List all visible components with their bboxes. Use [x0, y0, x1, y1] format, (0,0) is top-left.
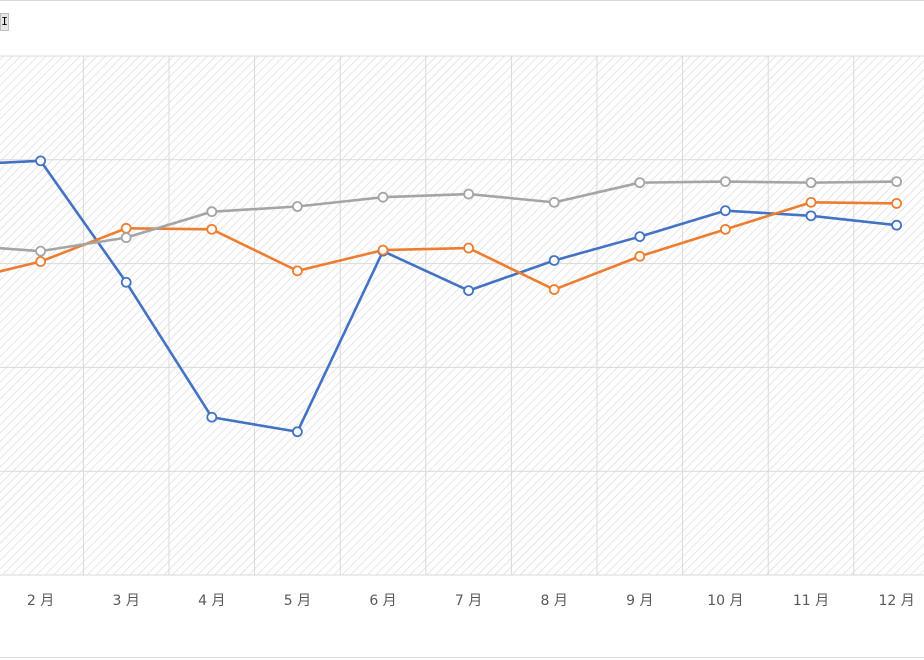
- series-1-point: [291, 426, 303, 438]
- series-points: [35, 155, 902, 438]
- series-3-point: [377, 191, 389, 203]
- x-tick-label: 5 月: [284, 593, 311, 609]
- plot-area: [0, 56, 924, 575]
- series-2-point: [120, 222, 132, 234]
- series-2-point: [805, 196, 817, 208]
- x-tick-label: 6 月: [369, 593, 396, 609]
- series-2-point: [35, 256, 46, 267]
- series-3-point: [206, 206, 218, 218]
- x-tick-label: 8 月: [541, 593, 568, 609]
- series-3-point: [548, 196, 560, 208]
- x-tick-label: 7 月: [455, 593, 482, 609]
- series-1-point: [206, 411, 218, 423]
- series-1-point: [891, 219, 902, 231]
- text-cursor-indicator: I: [0, 13, 9, 31]
- series-3-point: [35, 245, 46, 257]
- series-3-point: [634, 177, 646, 189]
- series-1-point: [120, 276, 132, 288]
- series-1-point: [634, 231, 646, 243]
- series-2-point: [720, 223, 731, 235]
- series-3-point: [463, 188, 475, 200]
- series-3-point: [291, 201, 303, 212]
- x-tick-label: 12 月: [878, 593, 914, 609]
- vertical-gridlines: [82, 56, 855, 575]
- x-tick-label: 2 月: [27, 593, 54, 609]
- series-3-point: [120, 232, 132, 244]
- x-tick-label: 10 月: [707, 593, 743, 609]
- series-1-point: [720, 205, 731, 217]
- series-lines: [0, 159, 897, 434]
- series-2-point: [548, 284, 560, 295]
- series-1-point: [805, 210, 817, 222]
- horizontal-gridlines: [0, 55, 924, 576]
- series-2-line: [0, 201, 897, 291]
- x-tick-label: 11 月: [793, 593, 829, 609]
- series-1-point: [35, 155, 46, 167]
- series-3-point: [805, 177, 817, 189]
- series-2-point: [891, 197, 902, 209]
- series-2-point: [291, 265, 303, 277]
- frame-bottom-border: [0, 657, 924, 658]
- series-3-line: [0, 180, 897, 253]
- x-axis-tick-labels: 1 月2 月3 月4 月5 月6 月7 月8 月9 月10 月11 月12 月: [27, 593, 915, 609]
- series-1-point: [463, 285, 475, 296]
- series-1-point: [548, 255, 560, 266]
- series-1-line: [0, 159, 897, 434]
- series-2-point: [634, 250, 646, 262]
- series-2-point: [463, 242, 475, 254]
- series-3-point: [720, 176, 731, 187]
- x-tick-label: 4 月: [198, 593, 225, 609]
- series-2-point: [377, 244, 389, 256]
- x-tick-label: 3 月: [113, 593, 140, 609]
- frame-top-border: [0, 0, 924, 1]
- series-2-point: [206, 223, 218, 235]
- series-3-point: [891, 176, 902, 187]
- x-tick-label: 9 月: [626, 593, 653, 609]
